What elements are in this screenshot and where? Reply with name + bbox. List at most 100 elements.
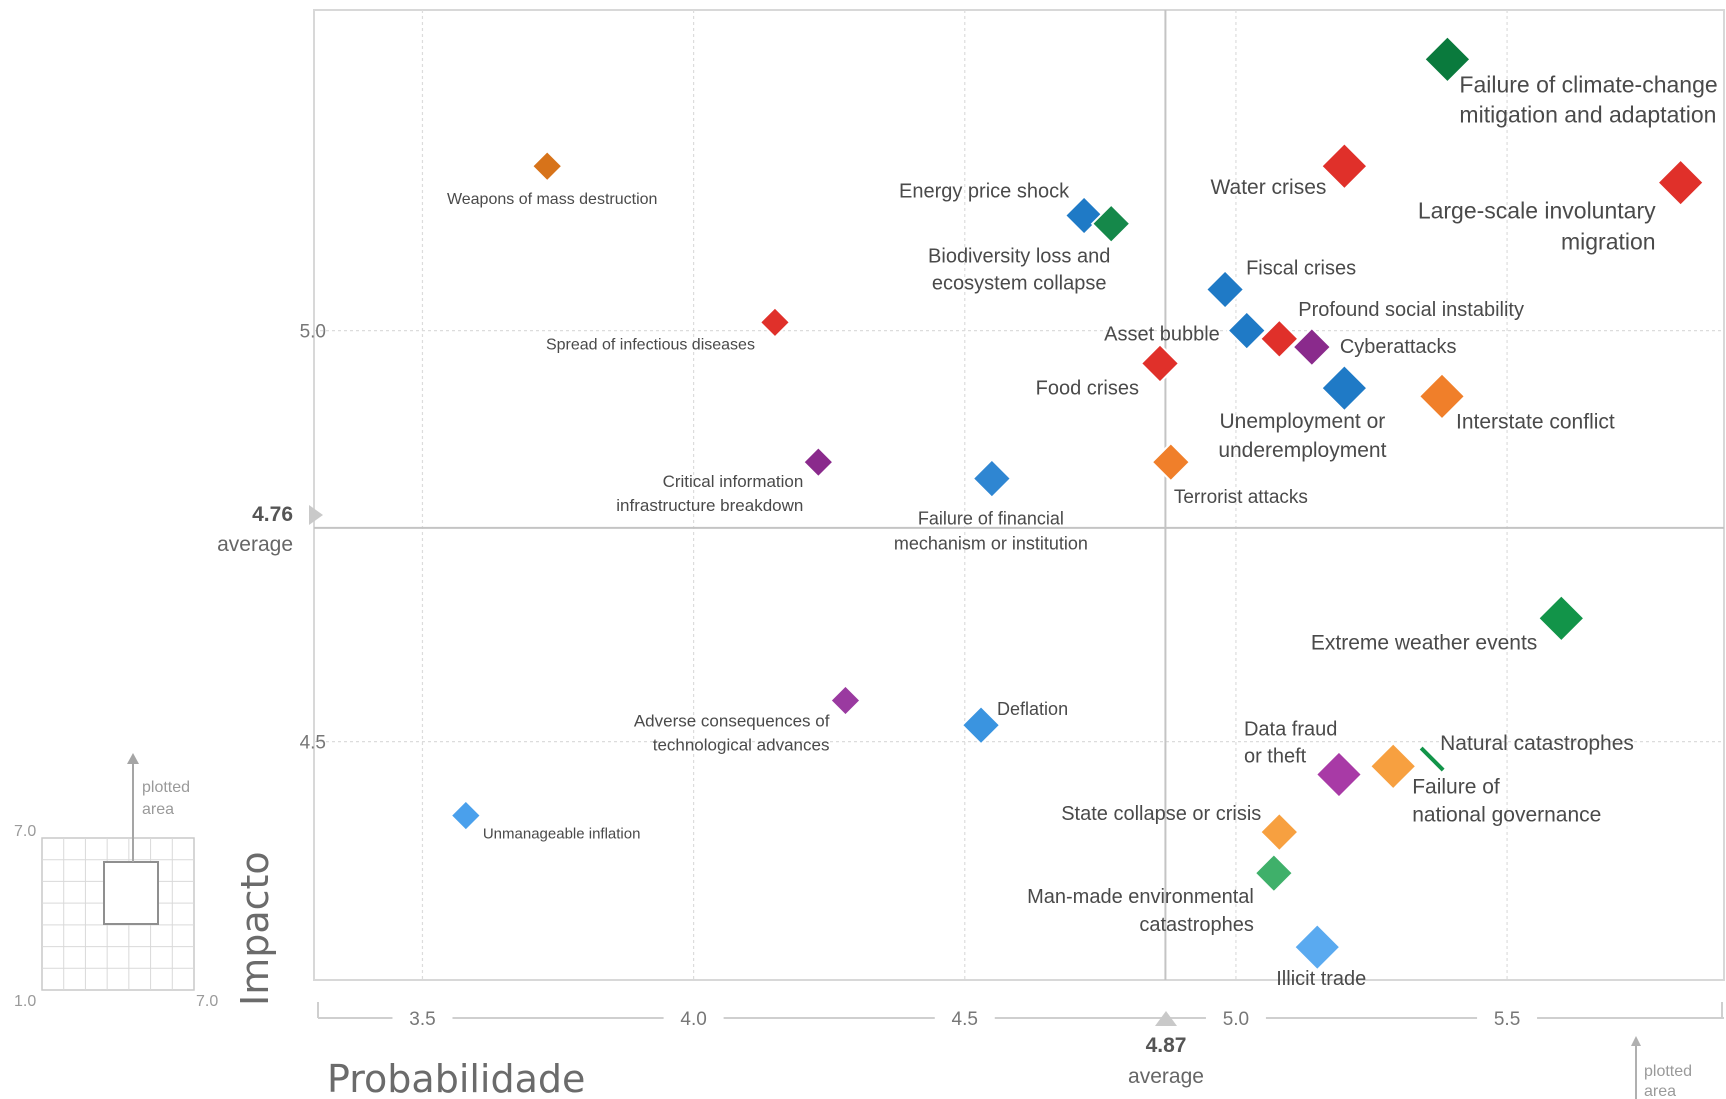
- y-tick-label: 4.5: [300, 733, 326, 754]
- x-axis: 3.5 4.0 4.5 5.0 5.5: [317, 1002, 1724, 1030]
- point-biodiversity-loss-and-ecosystem-collapse: [1090, 203, 1132, 245]
- label-failure-of-climate-change-mitigation-and-adaptation: Failure of climate-change: [1459, 71, 1717, 97]
- point-labels: Failure of climate-change mitigation and …: [447, 71, 1718, 990]
- inset-label-line2: area: [142, 801, 174, 818]
- point-spread-of-infectious-diseases: [758, 305, 792, 339]
- x-axis-title: Probabilidade: [327, 1057, 585, 1099]
- plotted-area-inset: plotted area 7.0 1.0 7.0: [14, 753, 218, 1010]
- point-food-crises: [1139, 343, 1181, 384]
- point-terrorist-attacks: [1150, 441, 1192, 483]
- label-biodiversity-loss-and-ecosystem-collapse: Biodiversity loss and: [928, 246, 1110, 268]
- point-failure-of-financial-mechanism-or-institution: [971, 458, 1013, 499]
- label-natural-catastrophes: Natural catastrophes: [1440, 732, 1634, 755]
- point-unemployment-or-underemployment: [1319, 363, 1369, 413]
- point-critical-information-infrastructure-breakdown: [801, 445, 835, 479]
- point-large-scale-involuntary-migration: [1656, 158, 1706, 208]
- label-man-made-environmental-catastrophes: catastrophes: [1139, 914, 1254, 936]
- label-critical-information-infrastructure-breakdown: Critical information: [663, 472, 804, 491]
- point-failure-of-climate-change-mitigation-and-adaptation: [1423, 34, 1472, 84]
- x-tick-bg: [392, 1006, 453, 1030]
- label-adverse-consequences-of-technological-advances: Adverse consequences of: [634, 712, 830, 731]
- point-failure-of-national-governance: [1368, 741, 1418, 791]
- x-tick-bg: [1205, 1006, 1266, 1030]
- label-asset-bubble: Asset bubble: [1104, 324, 1220, 346]
- label-spread-of-infectious-diseases: Spread of infectious diseases: [546, 336, 755, 353]
- corner-label-line1: plotted: [1644, 1063, 1692, 1080]
- label-weapons-of-mass-destruction: Weapons of mass destruction: [447, 191, 657, 208]
- x-tick-label: 5.0: [1223, 1009, 1249, 1030]
- label-data-fraud-or-theft: Data fraud: [1244, 718, 1337, 740]
- point-interstate-conflict: [1417, 371, 1467, 421]
- label-large-scale-involuntary-migration: migration: [1561, 229, 1656, 255]
- point-profound-social-instability: [1258, 318, 1300, 360]
- y-tick-label: 5.0: [300, 322, 326, 343]
- x-tick-label: 5.5: [1494, 1009, 1520, 1030]
- label-data-fraud-or-theft: or theft: [1244, 745, 1307, 767]
- label-failure-of-national-governance: national governance: [1412, 803, 1601, 826]
- corner-plotted-area-note: plotted area: [1631, 1036, 1692, 1099]
- label-man-made-environmental-catastrophes: Man-made environmental: [1027, 886, 1254, 908]
- y-axis: 5.0 4.5: [300, 322, 326, 754]
- inset-label-line1: plotted: [142, 779, 190, 796]
- label-water-crises: Water crises: [1210, 176, 1326, 199]
- corner-label-line2: area: [1644, 1083, 1676, 1099]
- point-state-collapse-or-crisis: [1258, 811, 1300, 853]
- x-tick-bg: [934, 1006, 995, 1030]
- point-man-made-environmental-catastrophes: [1253, 852, 1295, 894]
- y-average-marker: [309, 505, 323, 525]
- point-illicit-trade: [1292, 922, 1342, 972]
- x-average-value: 4.87: [1146, 1034, 1187, 1057]
- data-points: [449, 34, 1706, 972]
- label-state-collapse-or-crisis: State collapse or crisis: [1061, 803, 1261, 825]
- label-unemployment-or-underemployment: Unemployment or: [1220, 410, 1386, 433]
- y-axis-title: Impacto: [233, 851, 277, 1006]
- point-natural-catastrophes: [1419, 746, 1445, 772]
- label-unmanageable-inflation: Unmanageable inflation: [483, 826, 641, 843]
- label-terrorist-attacks: Terrorist attacks: [1174, 487, 1308, 508]
- y-average-label: average: [217, 533, 293, 556]
- label-adverse-consequences-of-technological-advances: technological advances: [653, 736, 830, 755]
- inset-y-min: 1.0: [14, 993, 36, 1010]
- label-large-scale-involuntary-migration: Large-scale involuntary: [1418, 198, 1656, 224]
- label-deflation: Deflation: [997, 699, 1068, 719]
- label-critical-information-infrastructure-breakdown: infrastructure breakdown: [616, 496, 803, 515]
- label-profound-social-instability: Profound social instability: [1298, 299, 1524, 321]
- x-tick-bg: [663, 1006, 724, 1030]
- point-cyberattacks: [1291, 326, 1333, 368]
- point-unmanageable-inflation: [449, 799, 483, 833]
- label-cyberattacks: Cyberattacks: [1340, 336, 1457, 358]
- x-average-marker: [1155, 1011, 1177, 1026]
- point-fiscal-crises: [1204, 269, 1246, 310]
- x-tick-label: 3.5: [409, 1009, 435, 1030]
- x-tick-label: 4.5: [952, 1009, 978, 1030]
- label-failure-of-climate-change-mitigation-and-adaptation: mitigation and adaptation: [1459, 101, 1716, 127]
- label-interstate-conflict: Interstate conflict: [1456, 410, 1615, 433]
- label-failure-of-financial-mechanism-or-institution: mechanism or institution: [894, 534, 1088, 554]
- grid-lines: [314, 10, 1724, 980]
- label-unemployment-or-underemployment: underemployment: [1218, 439, 1386, 462]
- average-lines: [314, 10, 1724, 980]
- label-extreme-weather-events: Extreme weather events: [1311, 631, 1537, 654]
- inset-y-max: 7.0: [14, 823, 36, 840]
- point-asset-bubble: [1226, 310, 1268, 352]
- x-average-label: average: [1128, 1065, 1204, 1088]
- point-weapons-of-mass-destruction: [530, 149, 564, 183]
- label-failure-of-financial-mechanism-or-institution: Failure of financial: [918, 509, 1064, 529]
- label-fiscal-crises: Fiscal crises: [1246, 257, 1356, 279]
- label-food-crises: Food crises: [1036, 377, 1139, 399]
- inset-plotted-box: [103, 861, 159, 925]
- inset-x-max: 7.0: [196, 993, 218, 1010]
- point-adverse-consequences-of-technological-advances: [829, 684, 862, 717]
- x-tick-bg: [1477, 1006, 1538, 1030]
- point-extreme-weather-events: [1536, 593, 1586, 643]
- point-water-crises: [1319, 141, 1369, 191]
- y-average-value: 4.76: [252, 503, 293, 526]
- label-energy-price-shock: Energy price shock: [899, 181, 1070, 203]
- point-deflation: [960, 704, 1002, 746]
- point-data-fraud-or-theft: [1314, 750, 1364, 799]
- x-tick-label: 4.0: [680, 1009, 706, 1030]
- label-illicit-trade: Illicit trade: [1276, 968, 1366, 990]
- label-failure-of-national-governance: Failure of: [1412, 775, 1500, 798]
- label-biodiversity-loss-and-ecosystem-collapse: ecosystem collapse: [932, 273, 1107, 295]
